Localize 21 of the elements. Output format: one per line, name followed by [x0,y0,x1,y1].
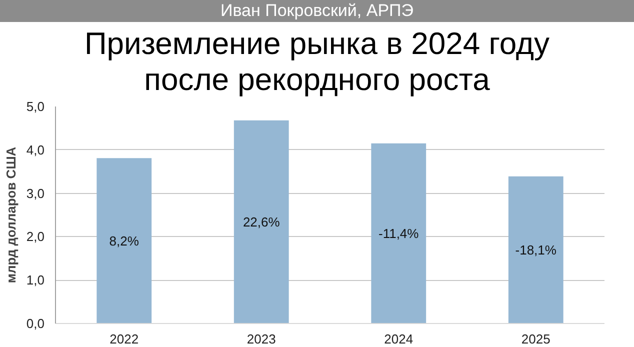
annotation: -11,4% [378,226,420,241]
x-tick-label: 2024 [384,332,414,346]
bar [96,158,152,324]
y-tick-label: 0,0 [26,316,45,331]
y-tick-label: 5,0 [26,99,45,114]
y-tick-label: 2,0 [26,229,45,244]
chart-title: Приземление рынка в 2024 году после рекордного роста [83,26,551,98]
annotation: 8,2% [109,233,140,248]
annotation: -18,1% [515,242,557,258]
y-tick-label: 3,0 [26,186,45,201]
x-tick-label: 2022 [110,332,139,346]
bar [234,120,289,324]
x-tick-label: 2025 [521,332,550,346]
x-tick-label: 2023 [246,332,276,346]
y-tick-label: 4,0 [26,142,45,158]
annotation: 22,6% [242,214,280,230]
bar [371,143,426,324]
y-axis-title: млрд долларов США [3,146,18,284]
bar [508,176,564,324]
y-tick-label: 1,0 [26,272,45,288]
text: Иван Покровский, АРПЭ [220,0,414,22]
